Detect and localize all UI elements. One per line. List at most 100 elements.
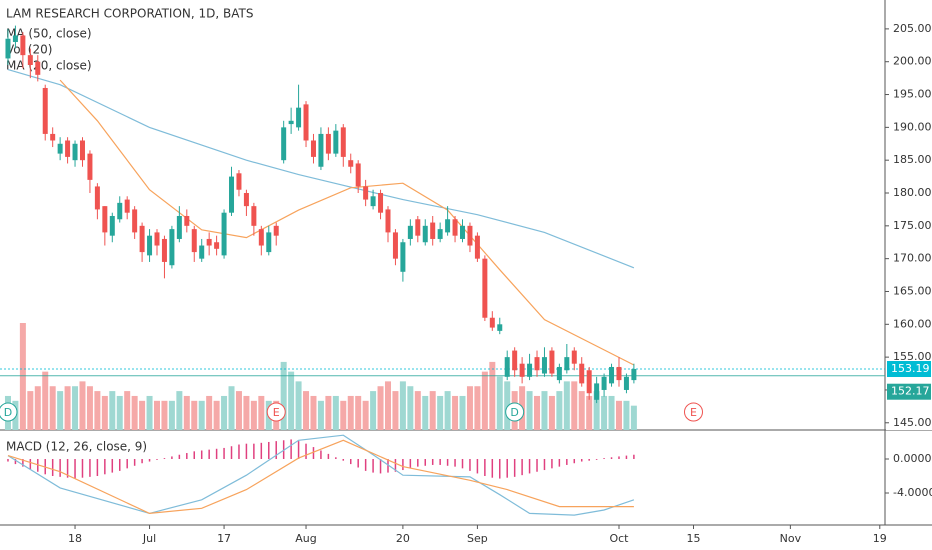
x-tick-label: 17 [217,532,231,545]
candle-body [161,238,167,262]
volume-bar [317,400,324,430]
price-tag [887,383,931,400]
y-tick-label: 160.00 [893,317,932,330]
volume-bar [303,391,310,430]
volume-bar [601,395,608,430]
volume-bar [422,395,429,430]
candle-body [482,258,488,318]
candle-body [288,120,294,125]
candle-body [27,55,33,65]
candle-body [467,225,473,246]
candle-body [206,238,212,246]
candle-body [422,225,428,243]
x-tick-label: 20 [396,532,410,545]
price-tag [887,361,931,378]
volume-bar [325,395,332,430]
candle-body [310,140,316,157]
candle-body [549,350,555,374]
volume-bar [630,405,637,430]
candle-body [251,206,257,226]
candle-body [609,366,615,384]
volume-bar [578,391,585,430]
volume-bar [280,361,287,430]
candle-body [243,193,249,207]
candle-body [452,219,458,236]
volume-bar [72,386,79,430]
candle-body [139,225,145,253]
volume-bar [355,395,362,430]
volume-bar [526,391,533,430]
y-tick-label: 175.00 [893,219,932,232]
candle-body [385,209,391,233]
x-tick-label: Aug [295,532,316,545]
event-label: E [690,406,697,419]
candle-body [117,202,123,220]
volume-bar [131,395,138,430]
x-tick-label: Oct [609,532,629,545]
volume-bar [191,400,198,430]
event-marker [0,402,18,422]
candle-body [79,140,85,161]
y-tick-label: 145.00 [893,416,932,429]
volume-bar [407,386,414,430]
candle-body [571,350,577,364]
candle-body [437,229,443,239]
volume-bar [213,400,220,430]
volume-bar [250,400,257,430]
candle-body [154,232,160,246]
candle-body [184,215,190,226]
y-tick-label: -4.0000 [893,486,932,499]
chart-title: LAM RESEARCH CORPORATION, 1D, BATS [6,7,253,21]
candle-body [378,193,384,213]
candle-body [415,219,421,236]
volume-bar [235,391,242,430]
volume-bar [42,371,49,430]
x-tick-label: 19 [873,532,887,545]
candle-body [132,209,138,233]
volume-bar [221,395,228,430]
event-label: D [510,406,518,419]
candle-body [340,127,346,157]
candle-body [594,383,600,400]
candle-body [273,225,279,236]
candle-body [579,363,585,384]
candle-body [586,370,592,394]
candle-body [65,140,71,157]
candle-body [50,133,56,141]
x-tick-label: Jul [142,532,156,545]
candle-body [348,160,354,167]
candle-body [527,363,533,377]
candle-body [12,35,18,43]
x-tick-label: 18 [68,532,82,545]
axis-bg [886,0,932,430]
candle-body [504,357,510,377]
volume-bar [154,400,161,430]
candle-body [124,199,130,213]
volume-bar [243,395,250,430]
candle-body [616,366,622,381]
volume-bar [288,371,295,430]
volume-bar [168,400,175,430]
candle-body [214,242,220,249]
y-tick-label: 205.00 [893,22,932,35]
volume-bar [198,400,205,430]
candle-body [460,225,466,239]
candle-body [102,206,108,233]
candle-body [445,219,451,233]
candle-body [169,229,175,266]
candle-body [87,153,93,180]
y-tick-label: 190.00 [893,120,932,133]
candle-body [266,232,272,253]
volume-bar [295,381,302,430]
volume-bar [623,400,630,430]
volume-bar [116,395,123,430]
x-tick-label: 15 [686,532,700,545]
event-marker [505,402,525,422]
candle-body [407,225,413,239]
volume-bar [64,386,71,430]
candle-body [303,104,309,141]
volume-bar [176,391,183,430]
volume-bar [101,395,108,430]
